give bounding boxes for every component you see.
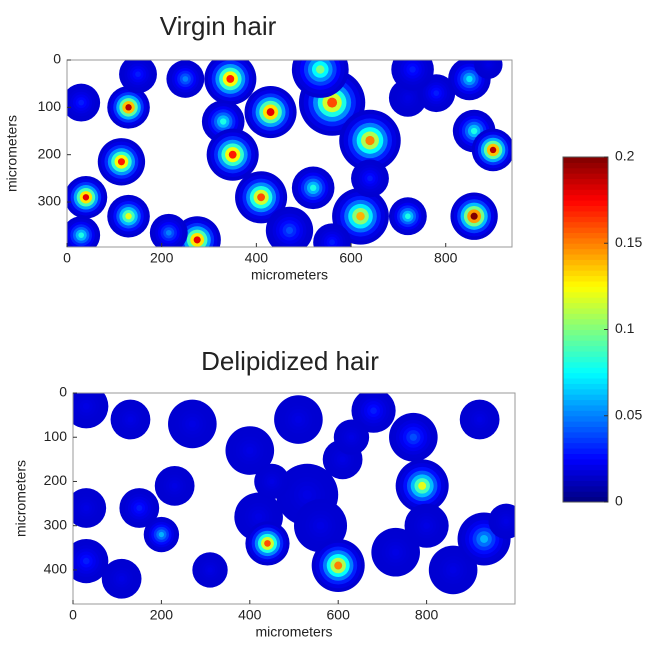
spot [292,167,335,210]
spot [292,41,349,98]
spot [460,400,500,440]
spot [107,195,150,238]
spot [472,129,515,172]
spot [474,51,502,79]
x-tick-label: 400 [245,250,269,266]
spot [405,504,449,548]
y-tick-label: 200 [44,472,68,488]
y-tick-label: 100 [44,428,68,444]
x-tick-label: 400 [238,607,262,623]
y-axis-label: micrometers [4,115,20,192]
y-tick-label: 0 [59,384,67,400]
spot [245,86,297,138]
panel-title: Virgin hair [160,11,277,41]
x-tick-label: 600 [327,607,351,623]
spot [245,521,289,565]
spot [450,193,497,240]
spot [389,413,438,462]
x-tick-label: 0 [63,250,71,266]
spot [168,400,217,449]
spot [102,559,142,599]
spot [62,84,100,122]
spot [98,138,145,185]
x-tick-label: 800 [434,250,458,266]
spot [62,216,100,254]
x-tick-label: 600 [339,250,363,266]
x-axis-label: micrometers [251,267,328,283]
figure: Virgin hair 0 200 400 600 800 0 100 200 300 microm… [0,0,648,645]
spot [334,420,369,455]
spot [204,53,256,105]
spot [111,400,151,440]
colorbar-tick-label: 0.2 [615,148,635,164]
y-tick-label: 0 [53,51,61,67]
colorbar-tick-label: 0 [615,493,623,509]
x-tick-label: 0 [69,607,77,623]
y-tick-label: 300 [38,193,62,209]
spot [351,159,389,197]
spot [207,129,259,181]
colorbar-tick-label: 0.1 [615,320,635,336]
panel-title: Delipidized hair [201,346,379,376]
spot [150,214,188,252]
spot [155,466,195,506]
spot [64,384,108,428]
x-tick-label: 200 [150,250,174,266]
spot [391,48,434,91]
colorbar [563,157,608,503]
y-tick-label: 100 [38,98,62,114]
x-tick-label: 200 [150,607,174,623]
y-tick-label: 400 [44,561,68,577]
y-tick-label: 300 [44,516,68,532]
spot [312,539,365,592]
spot [488,504,523,539]
spot [166,60,204,98]
y-tick-label: 200 [38,145,62,161]
spot [107,86,150,129]
spot [389,197,427,235]
spot [65,176,108,219]
spot [274,395,323,444]
colorbar-tick-label: 0.15 [615,234,642,250]
spot [119,55,157,93]
x-axis-label: micrometers [255,624,332,640]
y-axis-label: micrometers [13,460,29,537]
colorbar-tick-label: 0.05 [615,406,642,422]
spot [144,517,179,552]
spot [254,464,289,499]
spot [64,539,108,583]
x-tick-label: 800 [415,607,439,623]
spot [66,488,106,528]
spot [192,552,227,587]
